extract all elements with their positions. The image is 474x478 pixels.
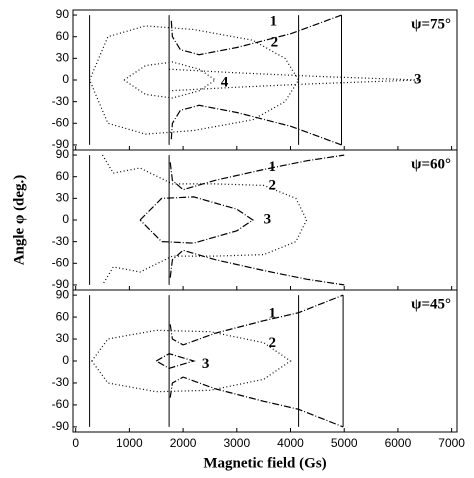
panel-title: ψ=60° (411, 156, 451, 172)
y-tick-label: 30 (56, 191, 70, 205)
x-tick-label: 0 (72, 436, 79, 450)
curve (91, 329, 292, 393)
curve (169, 294, 344, 428)
curve-label: 3 (414, 71, 422, 87)
x-tick-label: 2000 (170, 436, 197, 450)
y-tick-label: -30 (52, 234, 70, 248)
y-tick-label: -90 (52, 277, 70, 291)
y-tick-label: 30 (56, 331, 70, 345)
curve (139, 196, 254, 244)
curve-label: 1 (270, 14, 278, 30)
y-tick-label: 0 (62, 72, 69, 86)
curve-label: 1 (268, 159, 276, 175)
y-tick-label: -90 (52, 137, 70, 151)
panel-title: ψ=45° (411, 296, 451, 312)
curve-label: 2 (268, 335, 276, 351)
y-tick-label: -90 (52, 419, 70, 433)
panel-title: ψ=75° (411, 16, 451, 32)
curve-label: 3 (202, 356, 210, 372)
y-tick-label: 60 (56, 29, 70, 43)
panel-frame (72, 289, 458, 433)
y-axis-label: Angle φ (deg.) (11, 175, 27, 266)
curve-label: 2 (271, 35, 279, 51)
x-tick-label: 6000 (385, 436, 412, 450)
y-tick-label: -30 (52, 94, 70, 108)
curve (170, 14, 342, 146)
curve-label: 3 (264, 211, 272, 227)
x-axis-label: Magnetic field (Gs) (203, 455, 326, 471)
x-tick-label: 7000 (438, 436, 465, 450)
curve-label: 1 (268, 306, 276, 322)
y-tick-label: -60 (52, 397, 70, 411)
y-tick-label: -60 (52, 255, 70, 269)
curve (169, 154, 345, 286)
y-tick-label: 30 (56, 51, 70, 65)
curve (89, 25, 300, 135)
curve-label: 2 (268, 178, 276, 194)
y-tick-label: 90 (56, 147, 70, 161)
y-tick-label: 60 (56, 309, 70, 323)
y-tick-label: 0 (62, 353, 69, 367)
y-tick-label: -30 (52, 375, 70, 389)
curve (155, 353, 196, 369)
y-tick-label: -60 (52, 115, 70, 129)
curve (123, 61, 217, 99)
y-tick-label: 90 (56, 7, 70, 21)
y-tick-label: 60 (56, 169, 70, 183)
x-tick-label: 1000 (116, 436, 143, 450)
curve-label: 4 (221, 74, 229, 90)
y-tick-label: 90 (56, 287, 70, 301)
curve (169, 68, 420, 92)
y-tick-label: 0 (62, 212, 69, 226)
curve (101, 154, 308, 286)
x-tick-label: 5000 (331, 436, 358, 450)
x-tick-label: 4000 (277, 436, 304, 450)
panel-frame (72, 9, 458, 151)
x-tick-label: 3000 (223, 436, 250, 450)
